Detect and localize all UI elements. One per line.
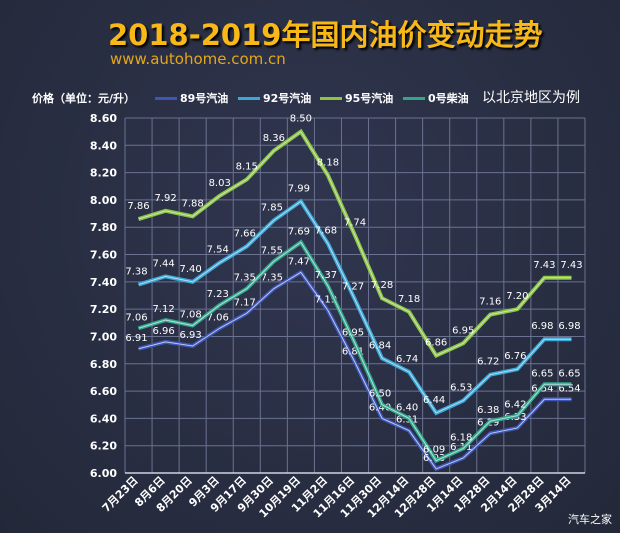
- data-label: 8.15: [236, 161, 258, 172]
- data-label: 6.76: [504, 351, 526, 362]
- data-label: 7.69: [288, 226, 310, 237]
- data-label: 7.17: [234, 297, 256, 308]
- data-label: 6.74: [396, 354, 418, 365]
- legend-label: 0号柴油: [428, 92, 469, 105]
- data-label: 7.27: [342, 282, 364, 293]
- y-tick-label: 6.20: [90, 440, 117, 453]
- data-label: 7.74: [344, 217, 366, 228]
- data-label: 6.31: [396, 415, 418, 426]
- y-tick-label: 6.60: [90, 385, 117, 398]
- data-label: 7.44: [152, 258, 174, 269]
- data-label: 7.66: [234, 228, 256, 239]
- data-label: 7.43: [560, 260, 582, 271]
- site-url: www.autohome.com.cn: [110, 50, 286, 68]
- y-axis-label: 价格（单位：元/升）: [32, 92, 136, 105]
- data-label: 6.96: [152, 326, 174, 337]
- y-tick-label: 8.60: [90, 112, 117, 125]
- data-label: 6.98: [531, 321, 553, 332]
- data-label: 6.98: [558, 321, 580, 332]
- data-label: 7.40: [180, 264, 202, 275]
- data-label: 7.99: [288, 183, 310, 194]
- data-label: 6.40: [396, 402, 418, 413]
- data-label: 7.43: [533, 260, 555, 271]
- legend-label: 95号汽油: [345, 92, 394, 105]
- data-label: 6.81: [342, 346, 364, 357]
- data-label: 7.18: [398, 294, 420, 305]
- legend-label: 92号汽油: [263, 92, 312, 105]
- data-label: 7.86: [127, 201, 149, 212]
- data-label: 6.40: [369, 402, 391, 413]
- data-label: 7.20: [506, 291, 528, 302]
- region-note: 以北京地区为例: [482, 90, 580, 106]
- y-tick-label: 7.60: [90, 249, 117, 262]
- data-label: 6.18: [450, 432, 472, 443]
- y-tick-label: 7.00: [90, 330, 117, 343]
- y-tick-label: 6.40: [90, 412, 117, 425]
- data-label: 7.68: [315, 226, 337, 237]
- data-label: 6.65: [531, 368, 553, 379]
- data-label: 7.92: [154, 193, 176, 204]
- legend-label: 89号汽油: [180, 92, 229, 105]
- data-label: 7.38: [125, 267, 147, 278]
- data-label: 7.12: [152, 304, 174, 315]
- data-label: 6.95: [452, 325, 474, 336]
- data-label: 7.88: [182, 198, 204, 209]
- y-tick-label: 6.00: [90, 467, 117, 480]
- legend-diesel: 0号柴油: [403, 90, 469, 106]
- data-label: 6.38: [477, 405, 499, 416]
- data-label: 6.84: [369, 340, 391, 351]
- y-tick-label: 7.20: [90, 303, 117, 316]
- data-label: 6.95: [342, 327, 364, 338]
- y-tick-label: 8.40: [90, 139, 117, 152]
- data-label: 6.72: [477, 357, 499, 368]
- data-label: 7.08: [180, 310, 202, 321]
- x-tick-label: 7月23日: [100, 474, 141, 515]
- watermark: 汽车之家: [568, 513, 612, 526]
- data-label: 7.23: [207, 289, 229, 300]
- data-label: 8.03: [209, 178, 231, 189]
- legend-95: 95号汽油: [320, 90, 393, 106]
- data-label: 6.91: [125, 333, 147, 344]
- data-label: 7.28: [371, 280, 393, 291]
- data-label: 6.93: [180, 330, 202, 341]
- legend-92: 92号汽油: [238, 90, 311, 106]
- data-label: 6.42: [504, 400, 526, 411]
- y-tick-label: 7.80: [90, 221, 117, 234]
- data-label: 7.54: [207, 245, 229, 256]
- data-label: 7.06: [207, 312, 229, 323]
- y-tick-label: 6.80: [90, 358, 117, 371]
- y-tick-label: 8.20: [90, 167, 117, 180]
- data-label: 8.50: [290, 114, 312, 125]
- chart-title: 2018-2019年国内油价变动走势: [108, 18, 543, 52]
- data-label: 6.86: [425, 338, 447, 349]
- series-line-2: [137, 128, 572, 359]
- data-label: 6.09: [423, 445, 445, 456]
- data-label: 7.47: [288, 256, 310, 267]
- data-label: 6.50: [369, 389, 391, 400]
- data-label: 7.16: [479, 297, 501, 308]
- y-tick-label: 8.00: [90, 194, 117, 207]
- data-label: 7.35: [234, 273, 256, 284]
- y-tick-label: 7.40: [90, 276, 117, 289]
- data-label: 7.06: [125, 312, 147, 323]
- data-label: 6.44: [423, 395, 445, 406]
- data-label: 7.55: [261, 245, 283, 256]
- data-label: 8.18: [317, 157, 339, 168]
- data-label: 6.54: [558, 383, 580, 394]
- data-label: 6.65: [558, 368, 580, 379]
- data-label: 8.36: [263, 133, 285, 144]
- series-line-highlight: [138, 130, 572, 357]
- data-label: 7.19: [315, 295, 337, 306]
- legend-89: 89号汽油: [155, 90, 228, 106]
- data-label: 6.53: [450, 383, 472, 394]
- data-label: 7.37: [315, 270, 337, 281]
- data-label: 7.35: [261, 273, 283, 284]
- data-label: 7.85: [261, 202, 283, 213]
